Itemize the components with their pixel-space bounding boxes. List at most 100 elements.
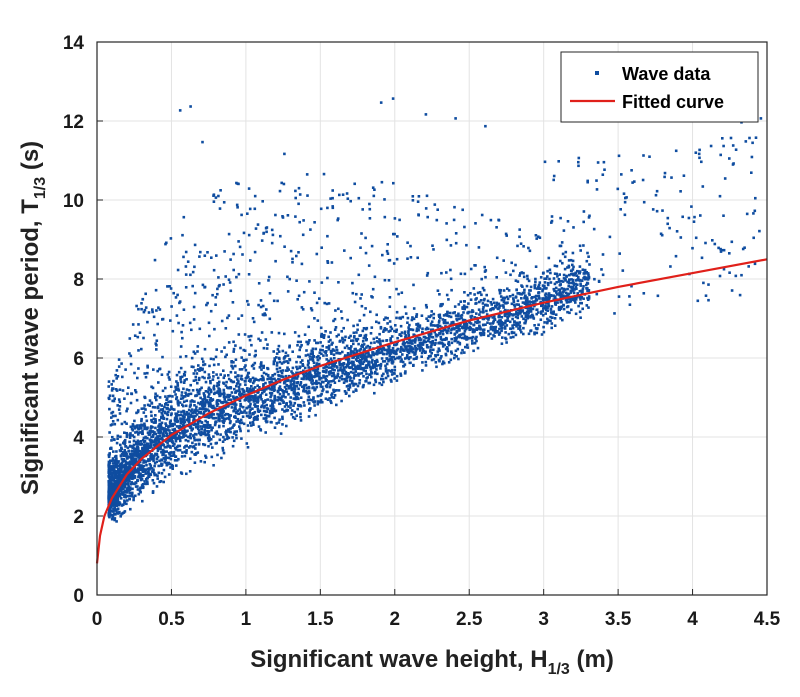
wave-data-point (200, 401, 203, 404)
wave-data-point (515, 323, 519, 327)
wave-data-point (275, 367, 279, 371)
wave-data-point (151, 490, 155, 493)
wave-data-point (137, 349, 140, 352)
wave-data-point (141, 499, 144, 503)
wave-data-point (545, 277, 548, 280)
wave-data-point (177, 321, 180, 325)
wave-data-point (446, 346, 449, 349)
wave-data-point (123, 463, 126, 467)
wave-data-point (175, 373, 179, 377)
wave-data-point (329, 357, 333, 360)
wave-data-point (271, 411, 274, 414)
wave-data-point (196, 381, 199, 385)
wave-data-point (225, 437, 229, 441)
wave-data-point (242, 358, 246, 362)
wave-data-point (353, 348, 357, 351)
wave-data-point (450, 337, 453, 341)
wave-data-point (400, 331, 404, 334)
wave-data-point (121, 486, 124, 490)
wave-data-point (382, 330, 385, 333)
wave-data-point (253, 410, 257, 414)
wave-data-point (200, 357, 204, 361)
wave-data-point (281, 408, 284, 411)
wave-data-point (196, 438, 199, 442)
wave-data-point (547, 304, 551, 308)
wave-data-point (120, 467, 123, 471)
wave-data-point (347, 384, 350, 388)
wave-data-point (119, 454, 123, 458)
wave-data-point (210, 413, 214, 416)
wave-data-point (127, 474, 131, 477)
wave-data-point (115, 471, 119, 475)
wave-data-point (238, 408, 241, 411)
wave-data-point (176, 268, 180, 272)
wave-data-point (571, 263, 574, 267)
wave-data-point (240, 314, 244, 317)
wave-data-point (239, 410, 243, 413)
wave-data-point (260, 398, 263, 401)
wave-data-point (198, 416, 201, 419)
wave-data-point (256, 399, 260, 402)
wave-data-point (215, 404, 219, 408)
wave-data-point (289, 384, 293, 388)
wave-data-point (285, 390, 289, 394)
wave-data-point (164, 458, 167, 461)
wave-data-point (359, 246, 362, 249)
wave-data-point (393, 217, 397, 220)
wave-data-point (515, 325, 518, 328)
wave-data-point (119, 484, 123, 488)
wave-data-point (365, 379, 368, 383)
wave-data-point (134, 485, 138, 488)
wave-data-point (120, 504, 124, 507)
wave-data-point (397, 357, 400, 360)
wave-data-point (307, 325, 310, 329)
wave-data-point (318, 297, 321, 300)
wave-data-point (110, 465, 114, 468)
wave-data-point (137, 307, 140, 311)
wave-data-point (173, 418, 177, 422)
wave-data-point (177, 434, 181, 438)
wave-data-point (306, 363, 310, 367)
wave-data-point (544, 295, 548, 299)
wave-data-point (136, 335, 140, 339)
wave-data-point (249, 421, 252, 425)
wave-data-point (336, 374, 339, 378)
wave-data-point (291, 261, 294, 264)
wave-data-point (359, 360, 363, 363)
wave-data-point (452, 218, 456, 222)
wave-data-point (173, 459, 177, 462)
wave-data-point (131, 434, 134, 437)
wave-data-point (128, 471, 132, 474)
wave-data-point (384, 376, 388, 380)
wave-data-point (358, 372, 361, 376)
wave-data-point (390, 370, 393, 373)
wave-data-point (344, 370, 348, 374)
wave-data-point (163, 446, 167, 449)
wave-data-point (256, 384, 259, 387)
wave-data-point (266, 398, 269, 401)
wave-data-point (450, 352, 453, 355)
wave-data-point (134, 451, 137, 455)
wave-data-point (453, 337, 456, 340)
wave-data-point (167, 473, 171, 476)
wave-data-point (582, 276, 585, 280)
wave-data-point (460, 316, 463, 320)
wave-data-point (134, 389, 137, 392)
wave-data-point (503, 325, 507, 329)
wave-data-point (373, 188, 376, 191)
wave-data-point (341, 338, 344, 341)
wave-data-point (185, 449, 188, 452)
wave-data-point (350, 360, 354, 364)
wave-data-point (326, 260, 329, 263)
wave-data-point (463, 307, 466, 311)
wave-data-point (341, 363, 344, 366)
wave-data-point (333, 328, 337, 331)
wave-data-point (145, 436, 148, 440)
wave-data-point (587, 276, 591, 280)
wave-data-point (566, 287, 569, 291)
wave-data-point (285, 402, 288, 406)
wave-data-point (125, 431, 129, 435)
wave-data-point (302, 401, 306, 404)
wave-data-point (231, 426, 234, 429)
wave-data-point (495, 226, 498, 229)
